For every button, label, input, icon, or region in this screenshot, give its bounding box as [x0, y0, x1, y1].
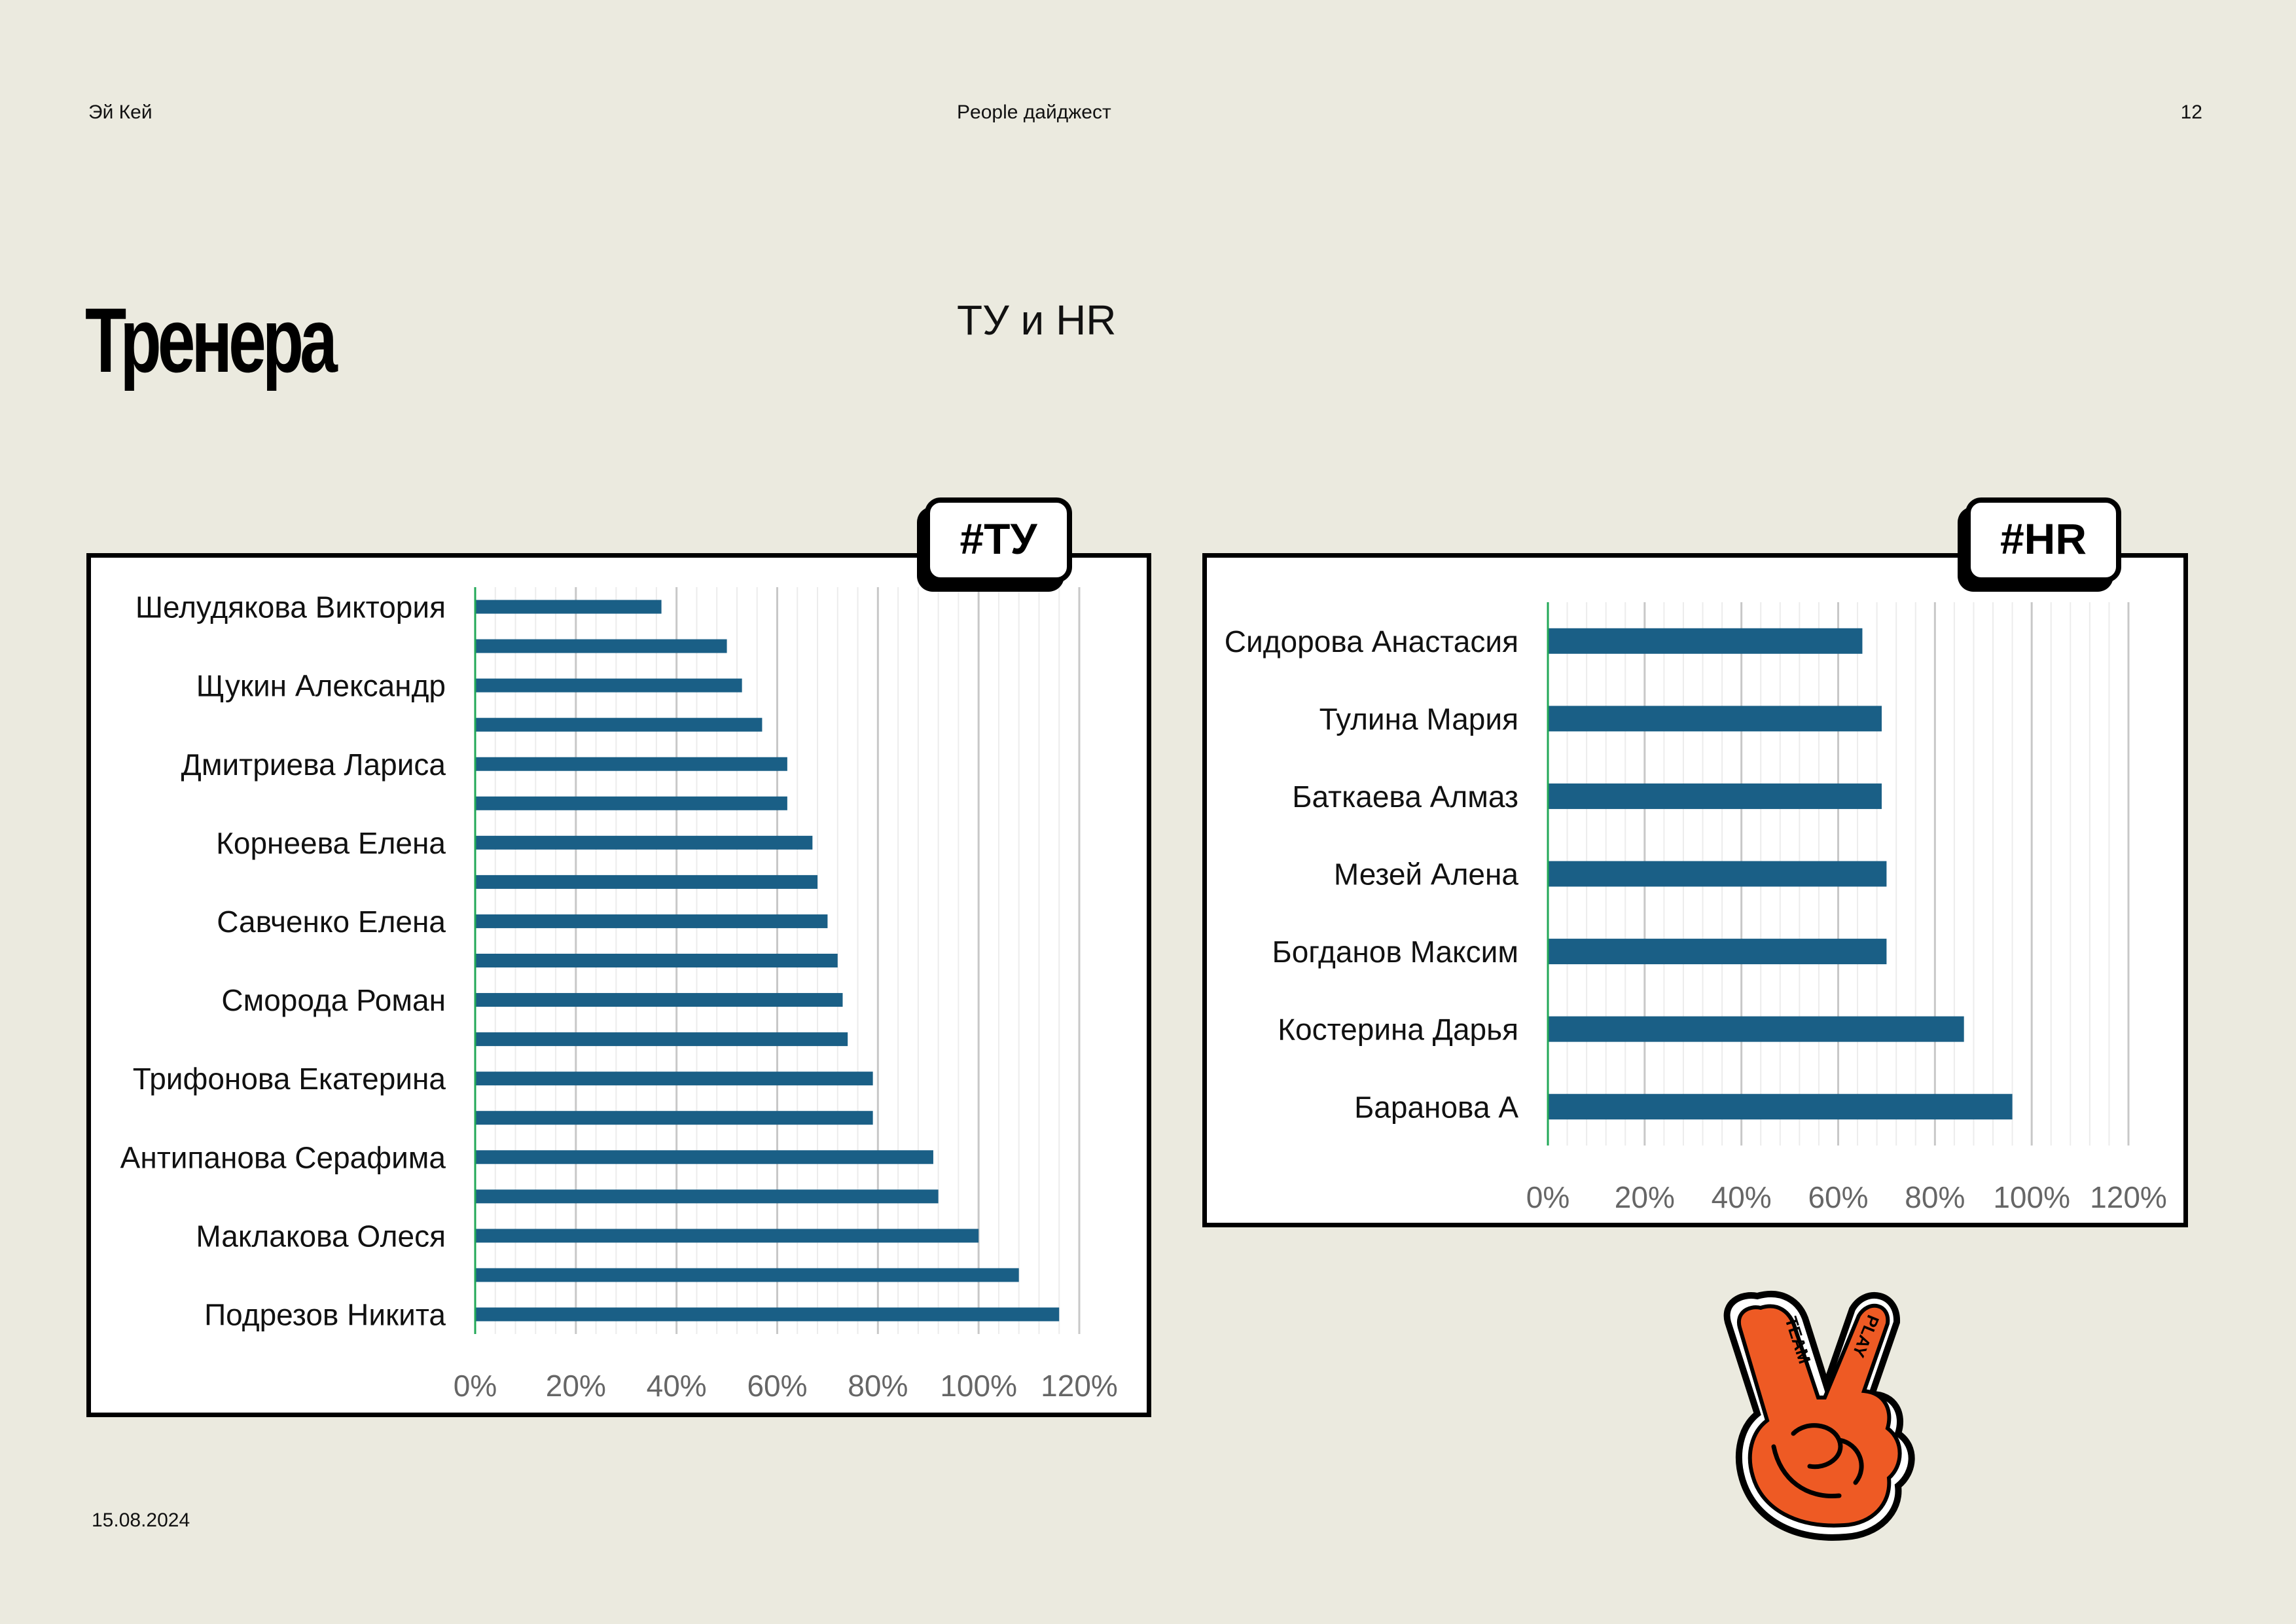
category-label: Мезей Алена — [1334, 857, 1519, 892]
bar — [475, 639, 727, 653]
page-number: 12 — [2180, 101, 2202, 123]
tick-label: 80% — [848, 1369, 908, 1403]
bar — [1548, 783, 1882, 809]
bar — [475, 757, 787, 771]
bar — [1548, 861, 1887, 887]
tick-label: 80% — [1905, 1180, 1965, 1214]
publication-title: People дайджест — [957, 101, 1111, 123]
category-label: Маклакова Олеся — [196, 1219, 446, 1253]
tick-label: 100% — [1993, 1180, 2070, 1214]
chart-tu: Шелудякова Виктория Щукин Александр Дмитри… — [120, 587, 1118, 1403]
category-label: Костерина Дарья — [1278, 1013, 1518, 1047]
bar — [475, 1189, 939, 1204]
tick-label: 20% — [546, 1369, 606, 1403]
tick-label: 0% — [1526, 1180, 1570, 1214]
tick-label: 40% — [1712, 1180, 1772, 1214]
tick-label: 60% — [1808, 1180, 1868, 1214]
bar — [475, 1032, 848, 1047]
category-label: Тулина Мария — [1319, 702, 1518, 736]
bar — [475, 1150, 933, 1164]
chart-panel-hr: Сидорова Анастасия Тулина Мария Баткаева А… — [1202, 553, 2188, 1227]
tick-label: 60% — [747, 1369, 807, 1403]
category-label: Шелудякова Виктория — [135, 590, 446, 624]
bar — [475, 875, 818, 889]
category-label: Савченко Елена — [217, 905, 446, 939]
category-label: Трифонова Екатерина — [133, 1062, 446, 1096]
bar — [1548, 628, 1863, 654]
bar — [475, 993, 843, 1007]
category-label: Баранова А — [1354, 1090, 1518, 1124]
bar — [475, 835, 813, 850]
bar — [1548, 706, 1882, 732]
bar — [1548, 939, 1887, 965]
bar — [475, 717, 762, 732]
tick-label: 120% — [2090, 1180, 2167, 1214]
tick-label: 40% — [647, 1369, 707, 1403]
page-title: Тренера — [85, 289, 338, 391]
issue-date: 15.08.2024 — [92, 1509, 190, 1531]
category-label: Сморода Роман — [221, 983, 446, 1017]
bar — [475, 914, 828, 928]
chart-panel-tu: Шелудякова Виктория Щукин Александр Дмитри… — [86, 553, 1151, 1417]
category-label: Баткаева Алмаз — [1292, 780, 1518, 814]
tick-label: 20% — [1615, 1180, 1675, 1214]
bar — [475, 1229, 979, 1243]
category-label: Богданов Максим — [1272, 935, 1519, 969]
bar — [1548, 1094, 2013, 1120]
chart-tag-hr: #HR — [1965, 497, 2121, 583]
bar — [475, 954, 838, 967]
tick-label: 0% — [454, 1369, 497, 1403]
category-label: Сидорова Анастасия — [1225, 624, 1518, 659]
bar — [475, 1307, 1060, 1322]
brand-name: Эй Кей — [88, 101, 152, 123]
chart-tag-tu: #ТУ — [925, 497, 1072, 583]
bar — [1548, 1016, 1964, 1042]
category-label: Дмитриева Лариса — [181, 748, 446, 782]
chart-hr: Сидорова Анастасия Тулина Мария Баткаева А… — [1225, 602, 2167, 1214]
bar — [475, 600, 662, 614]
page-subtitle: ТУ и HR — [957, 297, 1117, 344]
bar — [475, 1268, 1019, 1282]
tick-label: 120% — [1041, 1369, 1118, 1403]
category-label: Подрезов Никита — [204, 1298, 446, 1332]
bar — [475, 678, 742, 693]
category-label: Щукин Александр — [196, 669, 446, 703]
bar — [475, 796, 787, 810]
category-label: Антипанова Серафима — [120, 1140, 446, 1174]
bar — [475, 1111, 873, 1125]
team-play-sticker-icon: TEAM PLAY — [1723, 1290, 1915, 1541]
category-label: Корнеева Елена — [216, 826, 446, 860]
bar — [475, 1072, 873, 1086]
tick-label: 100% — [940, 1369, 1017, 1403]
